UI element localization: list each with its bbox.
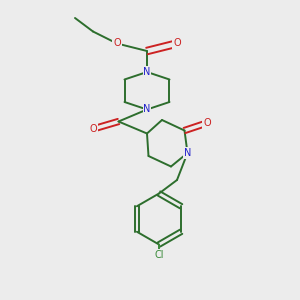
Text: N: N (184, 148, 191, 158)
Text: O: O (173, 38, 181, 49)
Text: N: N (143, 104, 151, 115)
Text: O: O (203, 118, 211, 128)
Text: N: N (143, 67, 151, 77)
Text: O: O (113, 38, 121, 49)
Text: Cl: Cl (154, 250, 164, 260)
Text: O: O (89, 124, 97, 134)
